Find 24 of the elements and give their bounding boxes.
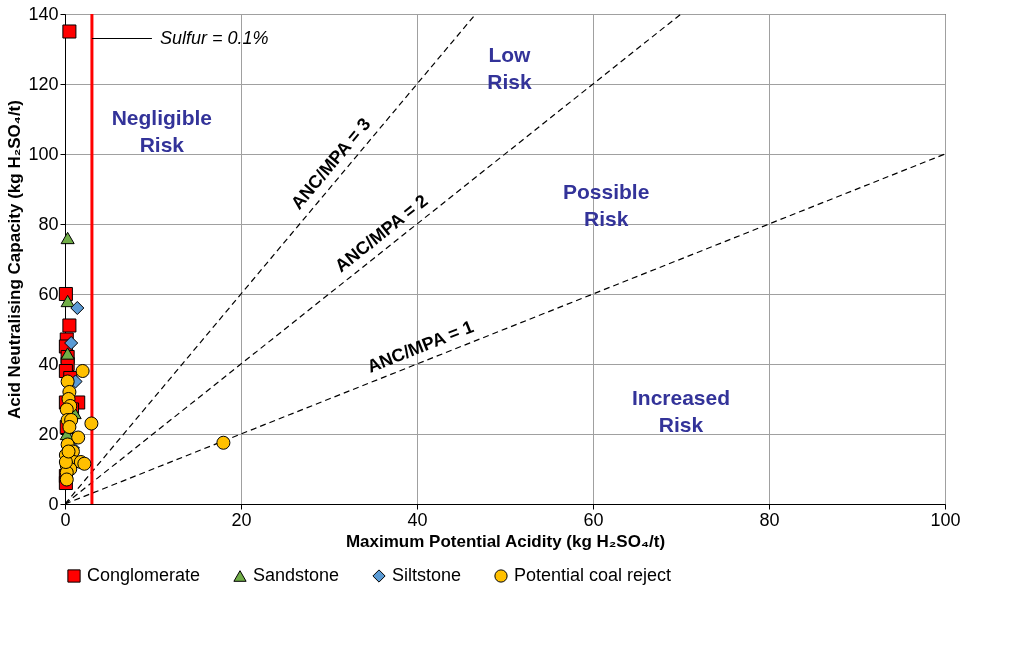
y-tick-label: 120 xyxy=(28,73,59,94)
y-tick-label: 20 xyxy=(38,423,59,444)
y-tick-label: 0 xyxy=(48,493,59,514)
x-tick-label: 80 xyxy=(759,509,780,530)
y-tick-label: 100 xyxy=(28,143,59,164)
y-tick-label: 80 xyxy=(38,213,59,234)
x-axis-title: Maximum Potential Acidity (kg H₂SO₄/t) xyxy=(345,531,666,551)
x-tick-label: 20 xyxy=(231,509,252,530)
x-tick-label: 100 xyxy=(930,509,961,530)
y-axis-title: Acid Neutralising Capacity (kg H₂SO₄/t) xyxy=(5,100,25,419)
annotation: Increased Risk xyxy=(631,386,731,436)
legend-label: Conglomerate xyxy=(87,565,201,585)
annotation: Low Risk xyxy=(487,43,532,93)
annotation: Negligible Risk xyxy=(111,106,212,156)
annotation: Sulfur = 0.1% xyxy=(159,27,269,48)
y-tick-label: 140 xyxy=(28,3,59,24)
y-tick-label: 60 xyxy=(38,283,59,304)
annotation: Possible Risk xyxy=(563,179,650,230)
legend-label: Sandstone xyxy=(253,565,340,585)
legend-label: Potential coal reject xyxy=(514,565,672,585)
y-tick-label: 40 xyxy=(38,353,59,374)
legend-label: Siltstone xyxy=(392,565,462,585)
x-tick-label: 60 xyxy=(583,509,604,530)
x-tick-label: 40 xyxy=(407,509,428,530)
